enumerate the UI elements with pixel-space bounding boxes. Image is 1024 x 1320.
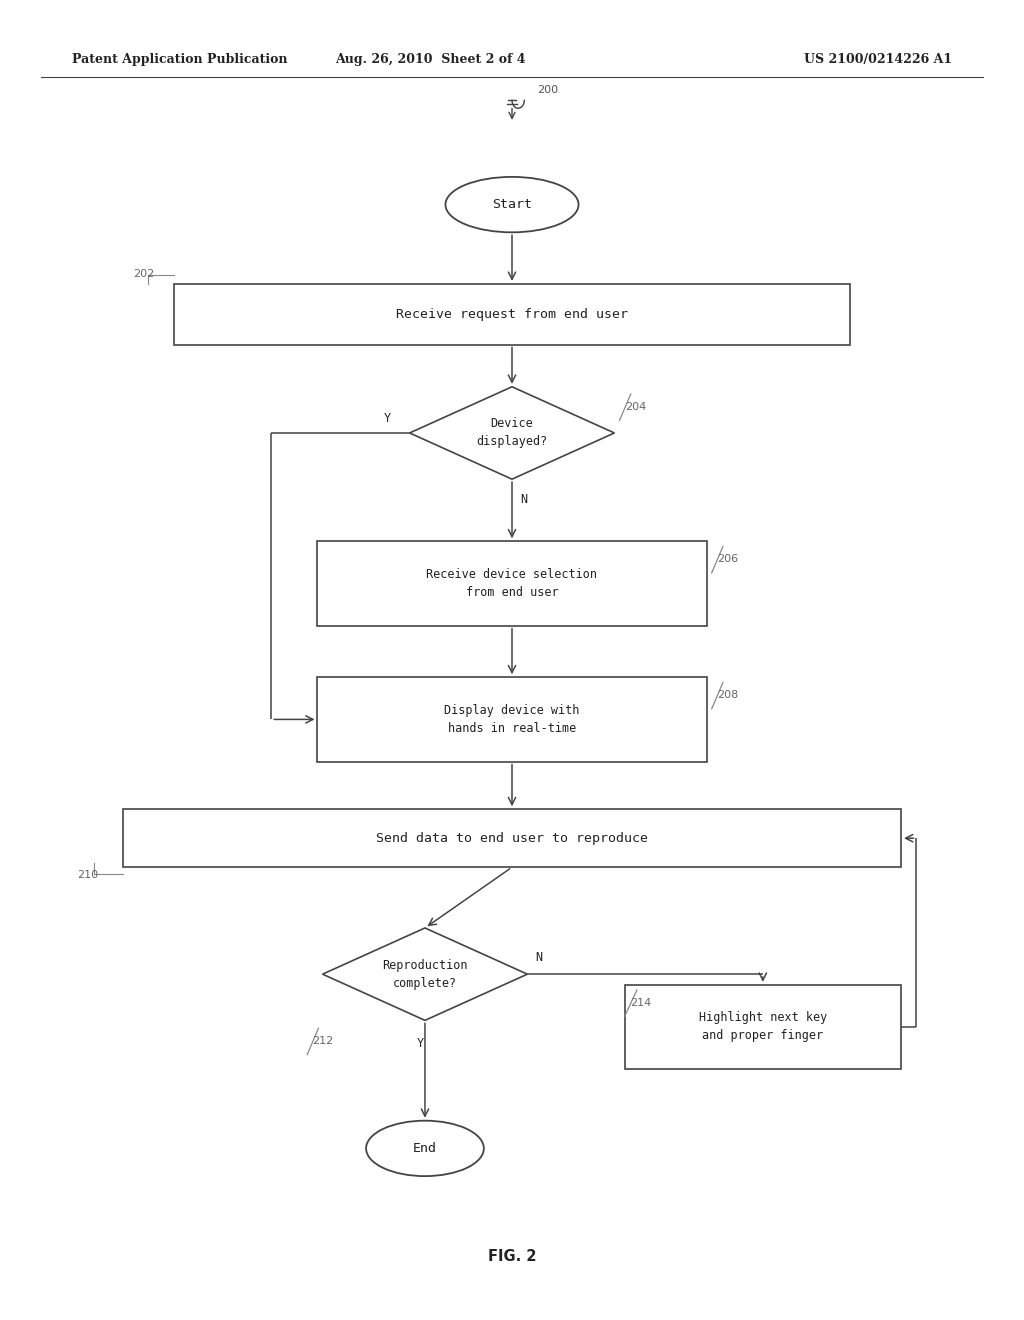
Polygon shape [323, 928, 527, 1020]
Text: 204: 204 [625, 401, 646, 412]
Text: 214: 214 [630, 998, 651, 1008]
Bar [123, 809, 901, 867]
Text: 210: 210 [77, 870, 98, 880]
Text: End: End [413, 1142, 437, 1155]
Polygon shape [410, 387, 614, 479]
Text: 200: 200 [538, 84, 559, 95]
Text: Y: Y [417, 1036, 424, 1049]
Text: Start: Start [492, 198, 532, 211]
Text: 202: 202 [133, 269, 155, 280]
Text: FIG. 2: FIG. 2 [487, 1249, 537, 1265]
Text: Y: Y [384, 412, 391, 425]
Text: Receive request from end user: Receive request from end user [396, 308, 628, 321]
Bar [174, 284, 850, 345]
Text: Display device with
hands in real-time: Display device with hands in real-time [444, 704, 580, 735]
Text: US 2100/0214226 A1: US 2100/0214226 A1 [804, 53, 952, 66]
Text: Receive device selection
from end user: Receive device selection from end user [427, 568, 597, 599]
Bar [317, 677, 707, 762]
Text: 212: 212 [312, 1036, 334, 1047]
Text: N: N [536, 950, 543, 964]
Text: N: N [520, 492, 527, 506]
Text: 206: 206 [717, 554, 738, 565]
Text: Reproduction
complete?: Reproduction complete? [382, 958, 468, 990]
Text: Highlight next key
and proper finger: Highlight next key and proper finger [698, 1011, 827, 1043]
Text: Send data to end user to reproduce: Send data to end user to reproduce [376, 832, 648, 845]
Text: 208: 208 [717, 690, 738, 701]
Text: Patent Application Publication: Patent Application Publication [72, 53, 287, 66]
Bar [625, 985, 901, 1069]
Ellipse shape [445, 177, 579, 232]
Bar [317, 541, 707, 626]
Text: Device
displayed?: Device displayed? [476, 417, 548, 449]
Text: Aug. 26, 2010  Sheet 2 of 4: Aug. 26, 2010 Sheet 2 of 4 [335, 53, 525, 66]
Ellipse shape [367, 1121, 483, 1176]
